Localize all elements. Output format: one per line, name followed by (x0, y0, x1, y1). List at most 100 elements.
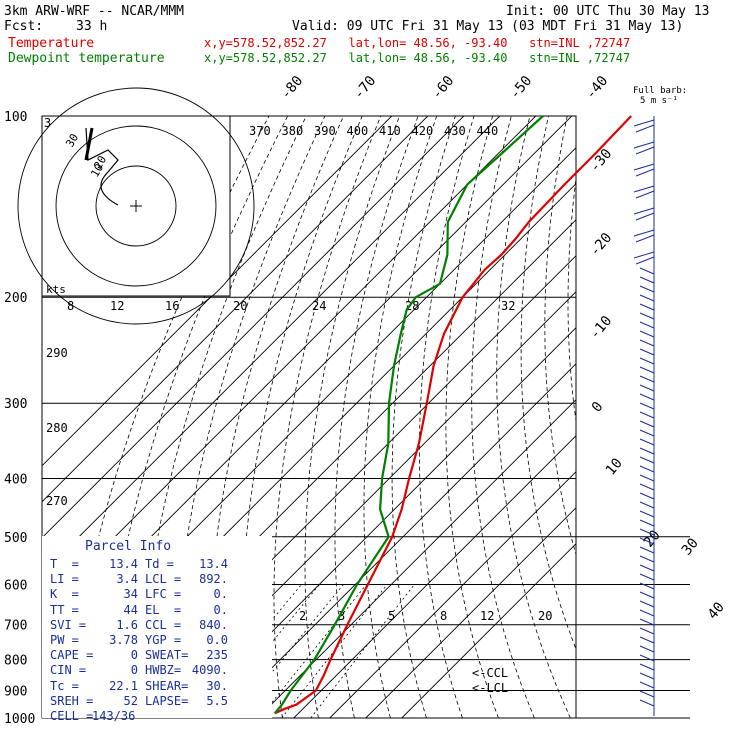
theta-label: 390 (314, 124, 336, 138)
parcel-label: HWBZ= (145, 663, 182, 678)
wind-barb (639, 393, 655, 401)
mixing-ratio-label: 2 (299, 609, 306, 623)
wind-barb (639, 645, 655, 653)
pressure-label: 100 (4, 110, 27, 125)
theta-label: 380 (282, 124, 304, 138)
wind-barb (633, 119, 655, 127)
wind-barb (639, 411, 655, 419)
valid-time: Valid: 09 UTC Fri 31 May 13 (03 MDT Fri … (292, 19, 684, 34)
wind-barb (639, 609, 655, 617)
dry-adiabat (715, 116, 740, 718)
pressure-label: 900 (4, 684, 27, 699)
model-title: 3km ARW-WRF -- NCAR/MMM (4, 4, 185, 19)
wind-barb (639, 456, 655, 464)
wind-barb (639, 330, 655, 338)
wind-barb (639, 294, 655, 302)
dry-adiabat (634, 116, 740, 718)
wind-barb (639, 285, 655, 293)
wind-barb (639, 438, 655, 446)
parcel-value: 52 (123, 693, 138, 708)
wind-barb (639, 465, 655, 473)
pressure-label: 300 (4, 397, 27, 412)
wind-barb (639, 636, 655, 644)
wind-barb (635, 256, 655, 265)
dry-adiabat (391, 116, 456, 718)
parcel-label: K = (50, 587, 79, 602)
dewpoint-legend: Dewpoint temperature (8, 51, 165, 66)
wind-barb (639, 519, 655, 527)
dewpoint-location: x,y=578.52,852.27 lat,lon= 48.56, -93.40… (204, 51, 631, 65)
theta-label: 440 (477, 124, 499, 138)
isotherm-line (42, 116, 393, 467)
mixing-ratio-line (259, 584, 367, 718)
wind-barb (639, 474, 655, 482)
mixing-ratio-label: 20 (538, 609, 552, 623)
mixing-ratio-label: 5 (388, 609, 395, 623)
theta-label: 420 (412, 124, 434, 138)
isotherm-label: -40 (583, 73, 612, 103)
wind-barb (639, 339, 655, 347)
dry-adiabat (496, 116, 571, 718)
isotherm-line (365, 507, 576, 718)
parcel-value: 892. (199, 572, 228, 587)
parcel-value: 0. (213, 602, 228, 617)
theta-label: 400 (347, 124, 369, 138)
parcel-value: 840. (199, 617, 228, 632)
dry-adiabat (544, 116, 576, 556)
hodograph-speed-tick: 24 (312, 299, 326, 313)
mixing-ratio-label: 8 (440, 609, 447, 623)
parcel-value: 4090. (191, 663, 228, 678)
wind-barb (639, 690, 655, 698)
theta-label: 430 (444, 124, 466, 138)
lcl-marker: <-LCL (472, 681, 508, 695)
wind-barb (639, 312, 655, 320)
isotherm-line (42, 116, 465, 539)
parcel-label: TT = (50, 602, 79, 617)
parcel-label: CAPE = (50, 648, 94, 663)
wind-barb (633, 185, 655, 193)
dry-adiabat (520, 116, 576, 651)
pressure-label: 1000 (4, 712, 35, 727)
wind-barb (639, 510, 655, 518)
temperature-location: x,y=578.52,852.27 lat,lon= 48.56, -93.40… (204, 36, 631, 50)
isotherm-label: -10 (587, 313, 616, 343)
dry-adiabat (445, 116, 499, 718)
isotherm-label: 30 (679, 535, 702, 558)
parcel-value: 1.6 (116, 617, 138, 632)
parcel-label: SVI = (50, 617, 87, 632)
wind-barb (639, 591, 655, 599)
wind-barb (639, 573, 655, 581)
wind-barb (639, 582, 655, 590)
parcel-label: EL = (145, 602, 182, 617)
pressure-label: 400 (4, 472, 27, 487)
theta-e-label: 280 (46, 421, 68, 435)
isotherm-line (221, 363, 576, 718)
plot-frame (41, 115, 577, 719)
parcel-label: LI = (50, 572, 79, 587)
hodograph-ring (95, 165, 177, 247)
dry-adiabat (655, 116, 740, 718)
dry-adiabat (567, 176, 576, 424)
wind-barb (639, 654, 655, 662)
ccl-marker: <-CCL (472, 666, 508, 680)
wind-barb (639, 618, 655, 626)
parcel-value: 5.5 (206, 693, 228, 708)
isotherm-line (42, 116, 537, 611)
wind-barb (633, 141, 655, 149)
hodograph-speed-tick: 16 (165, 299, 179, 313)
pressure-label: 500 (4, 531, 27, 546)
parcel-info-box (42, 536, 272, 718)
mixing-ratio-line (310, 584, 415, 718)
wind-barb (633, 207, 655, 215)
parcel-label: YGP = (145, 633, 182, 647)
isotherm-label: -50 (507, 73, 536, 103)
parcel-value: 34 (123, 587, 138, 602)
parcel-label: SHEAR= (145, 678, 189, 693)
wind-barb (639, 348, 655, 356)
parcel-label: T = (50, 557, 79, 571)
wind-barb (639, 357, 655, 365)
wind-barb (633, 251, 655, 259)
hodograph-speed-tick: 20 (233, 299, 247, 313)
parcel-value: 0.0 (206, 633, 228, 647)
